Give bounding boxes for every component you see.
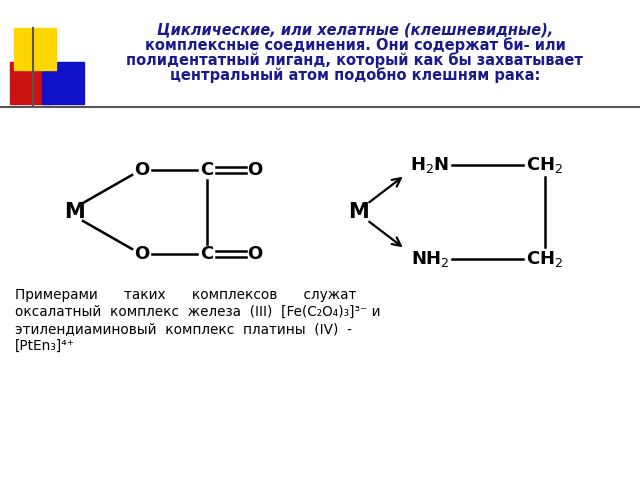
Bar [10, 62, 52, 104]
Text: C: C [200, 161, 214, 179]
Text: NH$_2$: NH$_2$ [411, 249, 449, 269]
Text: C: C [200, 245, 214, 263]
Text: комплексные соединения. Они содержат би- или: комплексные соединения. Они содержат би-… [145, 37, 565, 53]
Text: Циклические, или хелатные (клешневидные),: Циклические, или хелатные (клешневидные)… [157, 22, 553, 37]
Text: центральный атом подобно клешням рака:: центральный атом подобно клешням рака: [170, 67, 540, 83]
Text: CH$_2$: CH$_2$ [527, 155, 564, 175]
Bar [42, 62, 84, 104]
Text: H$_2$N: H$_2$N [410, 155, 449, 175]
Text: O: O [248, 245, 262, 263]
Text: Примерами      таких      комплексов      служат: Примерами таких комплексов служат [15, 288, 356, 302]
Text: CH$_2$: CH$_2$ [527, 249, 564, 269]
Text: O: O [248, 161, 262, 179]
Text: M: M [65, 202, 85, 222]
Text: оксалатный  комплекс  железа  (III)  [Fe(C₂O₄)₃]³⁻ и: оксалатный комплекс железа (III) [Fe(C₂O… [15, 305, 381, 319]
Text: M: M [348, 202, 369, 222]
Text: O: O [134, 161, 150, 179]
Bar [14, 28, 56, 70]
Text: полидентатный лиганд, который как бы захватывает: полидентатный лиганд, который как бы зах… [127, 52, 584, 68]
Text: этилендиаминовый  комплекс  платины  (IV)  -: этилендиаминовый комплекс платины (IV) - [15, 322, 352, 336]
Text: [PtEn₃]⁴⁺: [PtEn₃]⁴⁺ [15, 339, 75, 353]
Text: O: O [134, 245, 150, 263]
